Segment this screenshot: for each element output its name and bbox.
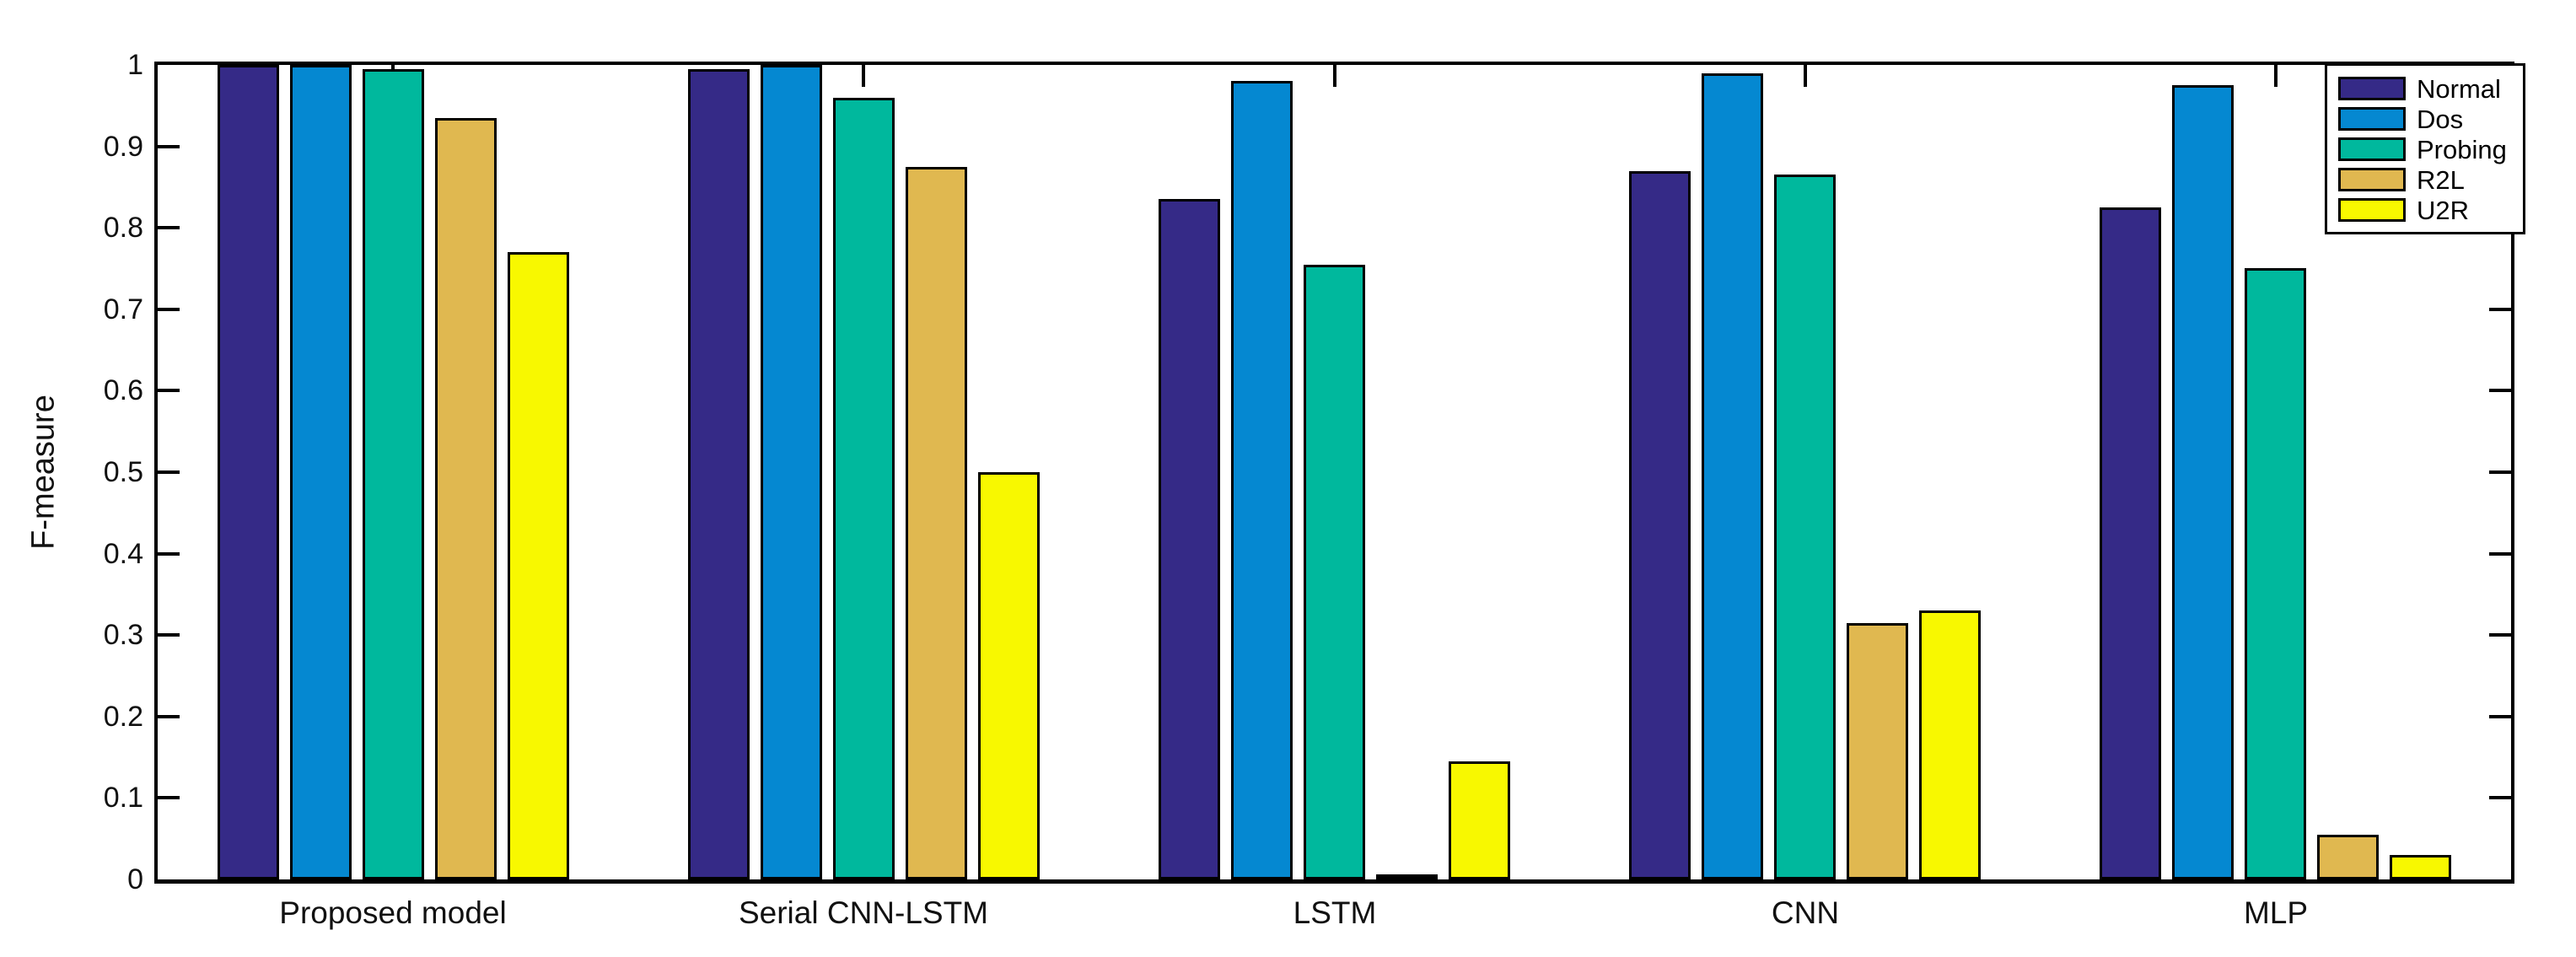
bar-mlp-normal	[2100, 207, 2161, 879]
y-tick-mark-left	[158, 389, 180, 392]
bar-serial-cnn-lstm-r2l	[906, 167, 967, 879]
y-tick-label-0.4: 0.4	[103, 538, 143, 570]
y-tick-mark-left	[158, 633, 180, 637]
bar-proposed-model-r2l	[435, 118, 497, 879]
legend-swatch-u2r	[2338, 198, 2406, 222]
x-tick-label-cnn: CNN	[1771, 895, 1840, 930]
y-tick-mark-left	[158, 470, 180, 474]
bar-cnn-normal	[1629, 171, 1691, 879]
legend-row-r2l: R2L	[2338, 164, 2523, 195]
y-tick-label-0.5: 0.5	[103, 456, 143, 488]
bar-group-cnn	[1629, 73, 1981, 879]
bar-lstm-dos	[1231, 81, 1293, 879]
legend-row-dos: Dos	[2338, 104, 2523, 134]
legend-swatch-dos	[2338, 107, 2406, 131]
y-tick-label-0.7: 0.7	[103, 293, 143, 325]
y-tick-label-0: 0	[127, 863, 143, 895]
y-tick-label-0.3: 0.3	[103, 619, 143, 651]
y-tick-mark-left	[158, 796, 180, 799]
bar-group-lstm	[1159, 81, 1510, 879]
y-tick-mark-right	[2489, 633, 2511, 637]
y-tick-label-1: 1	[127, 49, 143, 81]
bar-proposed-model-dos	[290, 65, 352, 879]
y-tick-label-0.1: 0.1	[103, 782, 143, 814]
bar-lstm-u2r	[1449, 761, 1510, 879]
bar-lstm-r2l	[1376, 874, 1438, 879]
legend-label-probing: Probing	[2417, 134, 2507, 164]
bar-group-serial-cnn-lstm	[688, 65, 1040, 879]
y-tick-mark-left	[158, 552, 180, 556]
bar-mlp-dos	[2172, 85, 2234, 879]
y-tick-label-0.8: 0.8	[103, 212, 143, 244]
x-tick-mark-mlp	[2274, 65, 2278, 87]
bar-proposed-model-probing	[363, 69, 424, 879]
bar-mlp-probing	[2245, 268, 2306, 879]
bar-group-proposed-model	[218, 65, 569, 879]
legend-swatch-r2l	[2338, 168, 2406, 191]
x-tick-mark-serial-cnn-lstm	[862, 65, 865, 87]
bar-cnn-r2l	[1847, 623, 1908, 879]
y-tick-mark-right	[2489, 715, 2511, 718]
y-tick-mark-left	[158, 226, 180, 229]
bar-serial-cnn-lstm-dos	[761, 65, 822, 879]
x-tick-label-lstm: LSTM	[1293, 895, 1377, 930]
legend-label-u2r: U2R	[2417, 195, 2470, 225]
legend-row-u2r: U2R	[2338, 195, 2523, 225]
bar-cnn-dos	[1702, 73, 1763, 879]
y-tick-mark-right	[2489, 308, 2511, 311]
bar-serial-cnn-lstm-probing	[833, 98, 895, 879]
x-tick-label-mlp: MLP	[2243, 895, 2309, 930]
bar-mlp-r2l	[2317, 835, 2379, 879]
y-tick-label-0.2: 0.2	[103, 701, 143, 733]
bar-proposed-model-normal	[218, 65, 279, 879]
legend-swatch-probing	[2338, 137, 2406, 161]
x-tick-label-serial-cnn-lstm: Serial CNN-LSTM	[738, 895, 989, 930]
bar-mlp-u2r	[2390, 855, 2451, 879]
legend: Normal Dos Probing R2L U2R	[2325, 63, 2525, 234]
legend-row-normal: Normal	[2338, 73, 2523, 104]
bar-group-mlp	[2100, 85, 2451, 879]
y-tick-label-0.9: 0.9	[103, 131, 143, 163]
bar-lstm-probing	[1304, 265, 1365, 879]
legend-row-probing: Probing	[2338, 134, 2523, 164]
bar-serial-cnn-lstm-normal	[688, 69, 750, 879]
x-tick-mark-lstm	[1333, 65, 1336, 87]
bar-cnn-u2r	[1919, 610, 1981, 879]
bar-lstm-normal	[1159, 199, 1220, 879]
legend-label-normal: Normal	[2417, 73, 2501, 104]
y-tick-label-0.6: 0.6	[103, 374, 143, 406]
x-tick-label-proposed-model: Proposed model	[279, 895, 507, 930]
legend-label-dos: Dos	[2417, 104, 2464, 134]
bar-proposed-model-u2r	[508, 252, 569, 879]
y-tick-mark-right	[2489, 552, 2511, 556]
y-tick-mark-right	[2489, 389, 2511, 392]
y-tick-mark-left	[158, 308, 180, 311]
y-tick-mark-right	[2489, 470, 2511, 474]
bar-serial-cnn-lstm-u2r	[978, 472, 1040, 879]
x-tick-mark-cnn	[1804, 65, 1807, 87]
y-tick-mark-right	[2489, 796, 2511, 799]
y-tick-mark-left	[158, 145, 180, 148]
bar-cnn-probing	[1774, 175, 1836, 879]
y-tick-mark-left	[158, 715, 180, 718]
legend-swatch-normal	[2338, 77, 2406, 100]
legend-label-r2l: R2L	[2417, 164, 2465, 195]
plot-area	[154, 62, 2514, 884]
